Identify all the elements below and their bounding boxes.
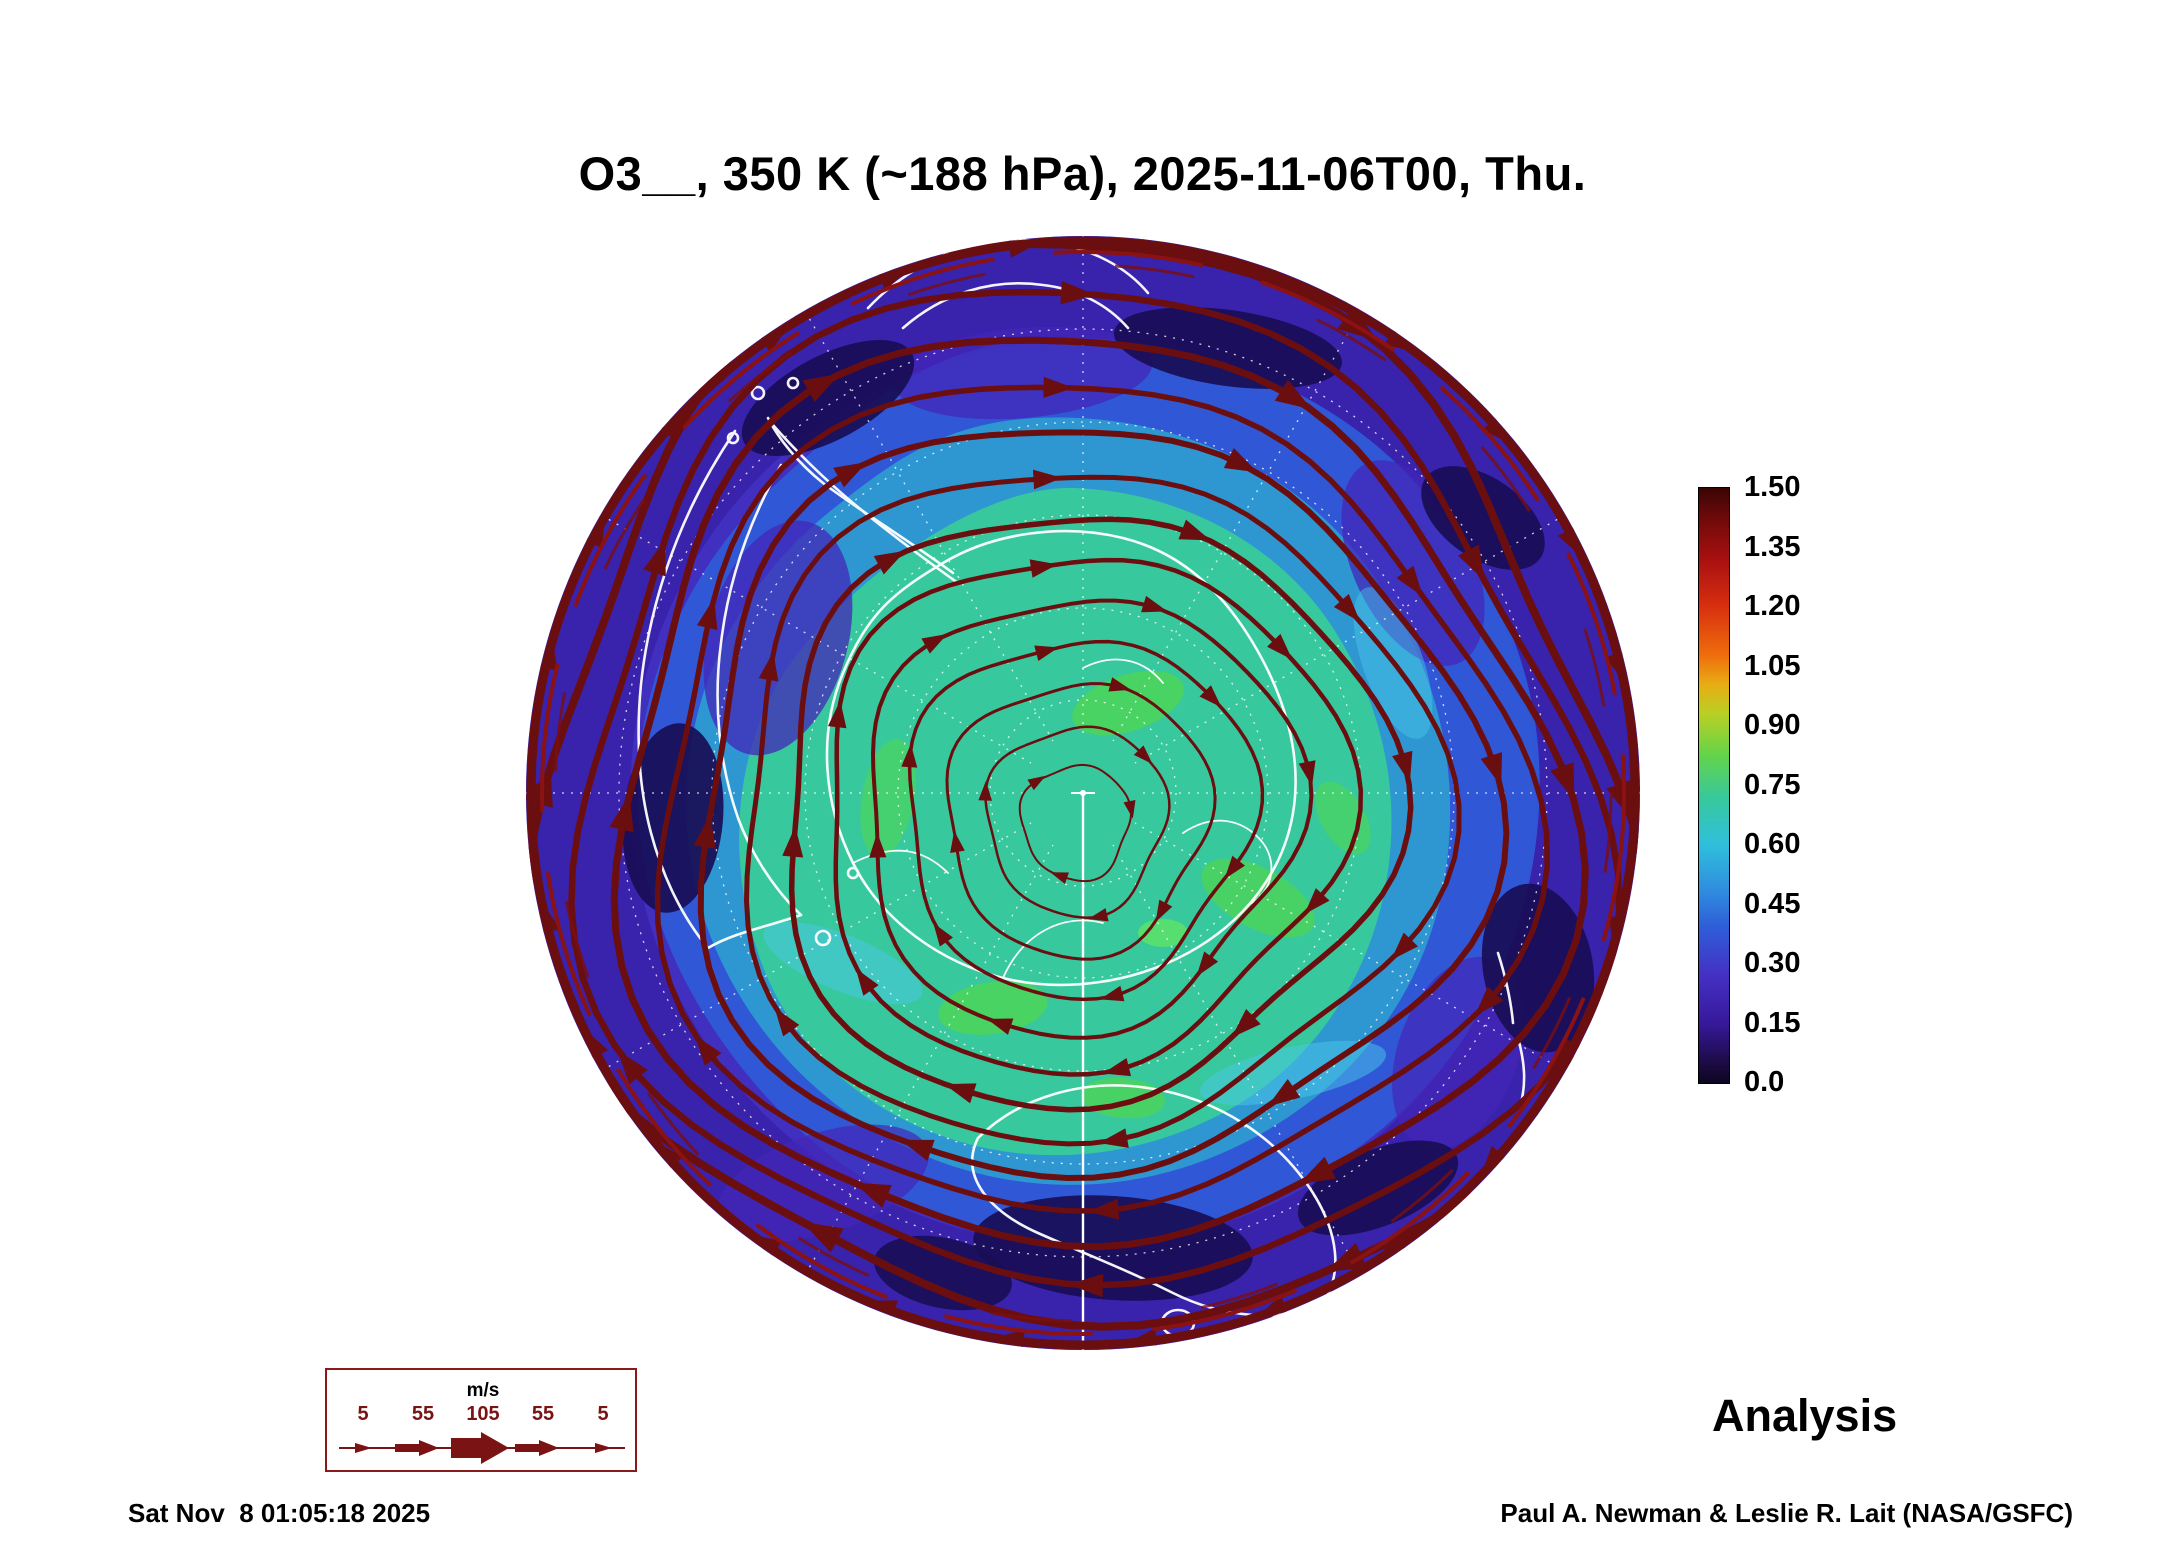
colorbar-tick-label: 0.60 <box>1744 828 1801 860</box>
wind-speed-label: 55 <box>412 1403 434 1425</box>
colorbar-tick-label: 0.45 <box>1744 888 1801 920</box>
wind-speed-label: 105 <box>466 1403 499 1425</box>
page-title: O3__, 350 K (~188 hPa), 2025-11-06T00, T… <box>578 147 1587 200</box>
credit-line: Paul A. Newman & Leslie R. Lait (NASA/GS… <box>1500 1498 2073 1528</box>
colorbar-tick-label: 0.0 <box>1744 1066 1785 1098</box>
wind-speed-label: 55 <box>532 1403 554 1425</box>
colorbar-tick-label: 0.30 <box>1744 947 1801 979</box>
colorbar-tick-label: 1.05 <box>1744 650 1801 682</box>
generated-timestamp: Sat Nov 8 01:05:18 2025 <box>128 1498 431 1528</box>
colorbar-tick-label: 1.35 <box>1744 531 1801 563</box>
wind-speed-label: 5 <box>357 1403 368 1425</box>
colorbar <box>1698 487 1730 1084</box>
colorbar-tick-label: 0.90 <box>1744 709 1801 741</box>
polar-map <box>526 236 1640 1350</box>
colorbar-tick-label: 1.50 <box>1744 471 1801 503</box>
wind-speed-label: 5 <box>597 1403 608 1425</box>
analysis-label: Analysis <box>1712 1390 1898 1441</box>
wind-speed-legend: m/s 5 55 105 55 5 <box>325 1368 637 1472</box>
colorbar-tick-label: 0.15 <box>1744 1007 1801 1039</box>
wind-legend-units: m/s <box>467 1380 500 1401</box>
colorbar-tick-label: 1.20 <box>1744 590 1801 622</box>
wind-arrow-icon <box>339 1432 625 1464</box>
colorbar-tick-label: 0.75 <box>1744 769 1801 801</box>
prime-meridian-line <box>1071 790 1095 1350</box>
jet-rim <box>526 236 1640 1350</box>
